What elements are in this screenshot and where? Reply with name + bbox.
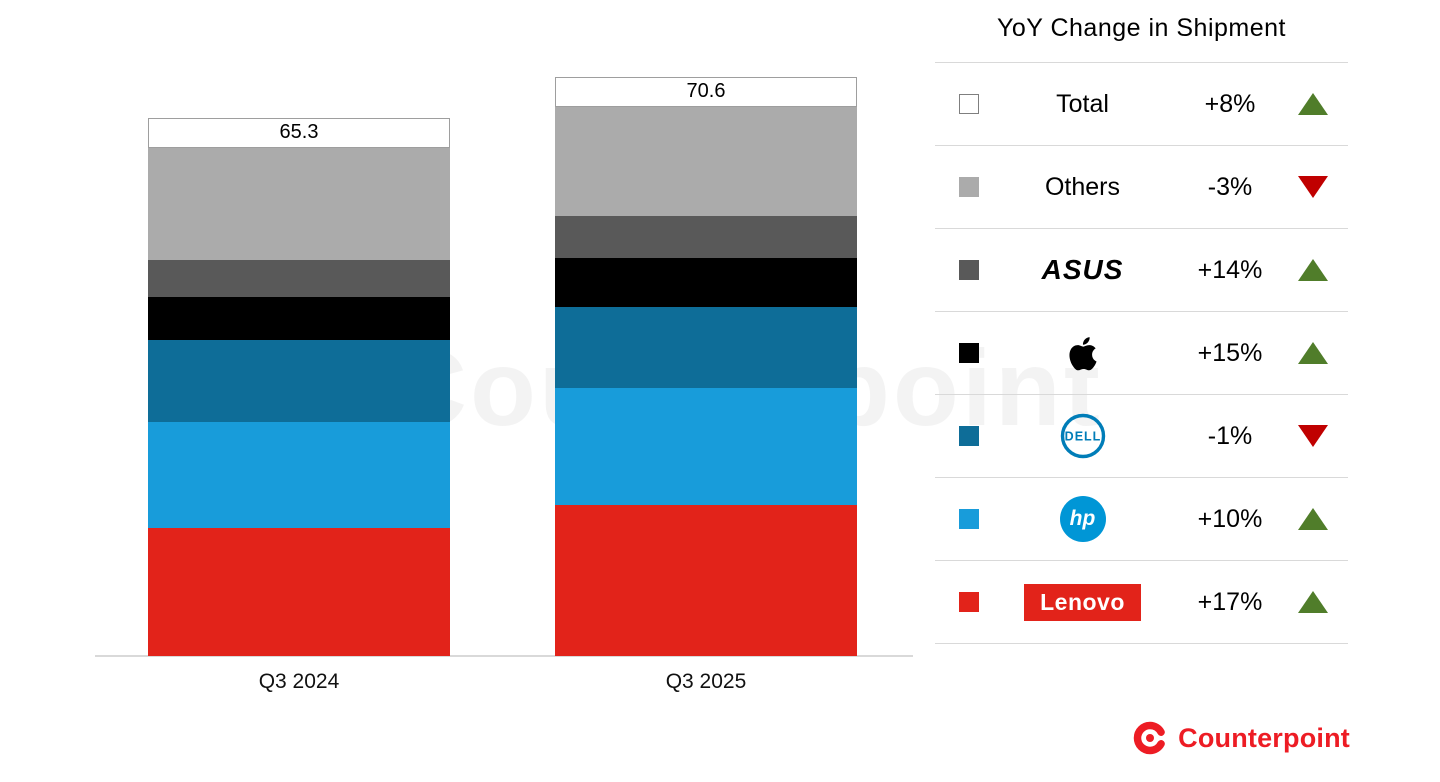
yoy-value-lenovo: +17% — [1197, 587, 1263, 616]
yoy-value-hp: +10% — [1197, 504, 1263, 533]
up-triangle-icon — [1298, 93, 1328, 115]
segment-dell-q3-2024 — [148, 340, 450, 422]
legend-logo-cell-others: Others — [983, 173, 1182, 202]
legend-swatch-apple — [959, 343, 979, 363]
yoy-value-asus: +14% — [1197, 255, 1263, 284]
category-label-q3-2024: Q3 2024 — [258, 670, 340, 693]
legend-row-asus: ASUS +14% — [935, 229, 1348, 312]
down-triangle-icon — [1298, 176, 1328, 198]
segment-asus-q3-2025 — [555, 215, 857, 259]
counterpoint-icon — [1133, 721, 1167, 755]
up-triangle-icon — [1298, 342, 1328, 364]
segment-hp-q3-2025 — [555, 388, 857, 506]
segment-asus-q3-2024 — [148, 259, 450, 298]
legend-row-others: Others -3% — [935, 146, 1348, 229]
up-triangle-icon — [1298, 259, 1328, 281]
segment-others-q3-2025 — [555, 106, 857, 216]
counterpoint-logo: Counterpoint — [1132, 720, 1350, 756]
yoy-value-total: +8% — [1204, 89, 1256, 118]
trend-cell-lenovo — [1278, 591, 1348, 613]
segment-dell-q3-2025 — [555, 307, 857, 389]
legend-title: YoY Change in Shipment — [997, 14, 1286, 42]
legend-label-others: Others — [1044, 172, 1121, 201]
trend-cell-asus — [1278, 259, 1348, 281]
legend-logo-cell-dell: DELL — [983, 412, 1182, 460]
segment-others-q3-2024 — [148, 147, 450, 260]
legend-row-dell: DELL -1% — [935, 395, 1348, 478]
trend-cell-total — [1278, 93, 1348, 115]
trend-cell-dell — [1278, 425, 1348, 447]
up-triangle-icon — [1298, 591, 1328, 613]
svg-text:DELL: DELL — [1064, 430, 1101, 444]
legend-logo-cell-apple — [983, 333, 1182, 373]
total-label-q3-2024: 65.3 — [148, 117, 450, 148]
legend-swatch-dell — [959, 426, 979, 446]
x-axis-line — [95, 655, 913, 657]
legend-swatch-lenovo — [959, 592, 979, 612]
dell-logo-icon: DELL — [1060, 413, 1105, 459]
legend-row-apple: +15% — [935, 312, 1348, 395]
segment-lenovo-q3-2024 — [148, 527, 450, 656]
legend-row-lenovo: Lenovo +17% — [935, 561, 1348, 644]
yoy-value-apple: +15% — [1197, 338, 1263, 367]
legend-swatch-hp — [959, 509, 979, 529]
legend-logo-cell-total: Total — [983, 90, 1182, 119]
legend-logo-cell-asus: ASUS — [983, 254, 1182, 286]
legend-row-hp: hp +10% — [935, 478, 1348, 561]
down-triangle-icon — [1298, 425, 1328, 447]
legend-logo-cell-hp: hp — [983, 496, 1182, 542]
lenovo-logo-icon: Lenovo — [1024, 583, 1141, 621]
legend-logo-cell-lenovo: Lenovo — [983, 583, 1182, 621]
trend-cell-others — [1278, 176, 1348, 198]
apple-logo-icon — [1068, 337, 1097, 371]
legend-label-total: Total — [1056, 89, 1109, 118]
total-label-q3-2025: 70.6 — [555, 76, 857, 107]
stacked-bar-q3-2025: 70.6 — [555, 0, 857, 656]
trend-cell-apple — [1278, 342, 1348, 364]
segment-apple-q3-2024 — [148, 297, 450, 341]
legend-swatch-others — [959, 177, 979, 197]
legend-row-total: Total +8% — [935, 63, 1348, 146]
segment-hp-q3-2024 — [148, 421, 450, 528]
legend-swatch-total — [959, 94, 979, 114]
asus-logo-icon: ASUS — [1041, 254, 1124, 285]
yoy-legend-panel: YoY Change in Shipment Total +8% Others -3%… — [935, 14, 1348, 644]
category-label-q3-2025: Q3 2025 — [665, 670, 747, 693]
counterpoint-wordmark: Counterpoint — [1178, 722, 1350, 753]
legend-rows: Total +8% Others -3% ASUS +14% +15% DELL -1% hp +1… — [935, 62, 1348, 644]
up-triangle-icon — [1298, 508, 1328, 530]
hp-logo-icon: hp — [1059, 496, 1106, 542]
stacked-bar-q3-2024: 65.3 — [148, 0, 450, 656]
legend-swatch-asus — [959, 260, 979, 280]
segment-lenovo-q3-2025 — [555, 505, 857, 656]
yoy-value-others: -3% — [1207, 172, 1253, 201]
yoy-value-dell: -1% — [1207, 421, 1253, 450]
trend-cell-hp — [1278, 508, 1348, 530]
segment-apple-q3-2025 — [555, 258, 857, 308]
